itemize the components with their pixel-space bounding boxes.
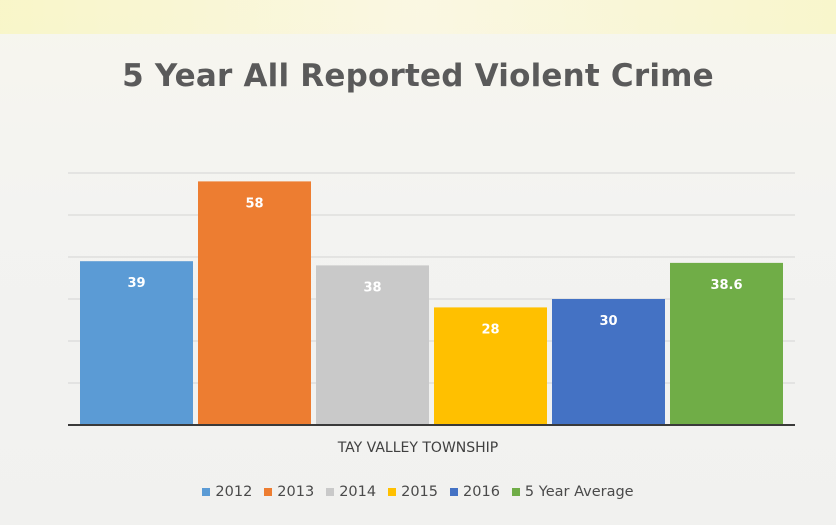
top-highlight-band: [0, 0, 836, 34]
legend-item-2012: 2012: [202, 484, 252, 500]
data-label-2015: 28: [481, 322, 499, 337]
legend-label: 2013: [277, 484, 315, 500]
legend-item-2013: 2013: [264, 484, 314, 500]
legend-swatch: [202, 488, 211, 496]
legend-label: 2016: [463, 484, 500, 500]
legend-item-2016: 2016: [450, 484, 500, 500]
data-label-2012: 39: [127, 276, 145, 291]
bar-5-year-average: [670, 262, 783, 425]
legend-item-2014: 2014: [326, 484, 376, 500]
data-label-2014: 38: [363, 280, 381, 295]
legend-swatch: [326, 488, 335, 496]
bar-2016: [552, 299, 665, 425]
data-label-5-year-average: 38.6: [710, 278, 742, 293]
legend-swatch: [450, 488, 459, 496]
bar-2014: [316, 265, 429, 425]
legend-label: 5 Year Average: [524, 484, 634, 500]
category-label: TAY VALLEY TOWNSHIP: [337, 440, 499, 456]
legend-label: 2012: [215, 484, 253, 500]
legend-label: 2014: [339, 484, 377, 500]
bar-2013: [198, 181, 311, 425]
chart-title: 5 Year All Reported Violent Crime: [122, 58, 714, 94]
legend: 2012 2013 2014 2015 2016 5 Year Average: [0, 484, 836, 500]
bar-2012: [80, 261, 193, 425]
legend-swatch: [264, 488, 273, 496]
bar-2015: [434, 307, 547, 425]
data-label-2016: 30: [599, 314, 617, 329]
legend-item-5-year-average: 5 Year Average: [511, 484, 634, 500]
legend-label: 2015: [401, 484, 439, 500]
data-label-2013: 58: [245, 196, 263, 211]
legend-item-2015: 2015: [388, 484, 438, 500]
legend-swatch: [511, 488, 520, 496]
legend-swatch: [388, 488, 397, 496]
bars: 39 58 38 28 30 38.6: [80, 181, 783, 425]
